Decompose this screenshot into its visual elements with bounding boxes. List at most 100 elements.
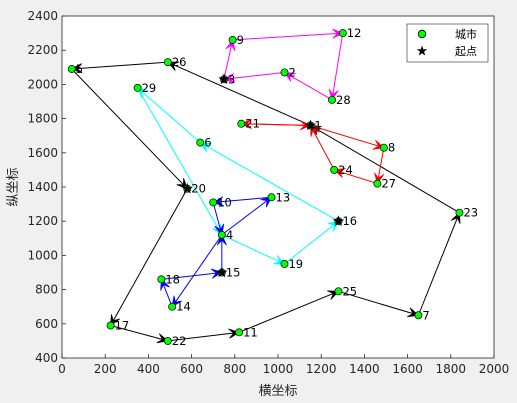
city-marker [338,29,347,38]
city-label: 20 [191,182,206,196]
city-marker [157,275,166,284]
route-segment [161,272,222,280]
route-segment [221,196,272,236]
city-label: 19 [288,257,303,271]
route-segment [338,290,419,316]
route-segment [284,220,339,265]
city-label: 29 [142,81,157,95]
start-marker [216,266,228,278]
route-segment [71,68,188,190]
route-segment [110,325,168,342]
route-segment [417,212,460,316]
x-tick-label: 1600 [392,362,423,376]
city-marker [67,65,76,73]
city-marker [328,95,336,104]
x-tick-label: 800 [223,362,246,376]
y-tick-label: 600 [35,317,58,331]
route-segment [137,87,223,236]
city-label: 1 [314,118,321,132]
city-label: 4 [226,228,233,242]
city-marker [379,143,388,152]
route-arrowhead [332,28,344,39]
route-arrowhead [228,328,240,339]
route-segment [167,331,240,342]
route-segment [309,125,335,171]
y-tick-label: 2000 [27,77,58,91]
city-marker [168,302,177,311]
city-label: 5 [76,62,83,76]
route-segment [137,87,201,143]
city-label: 6 [204,136,211,150]
x-tick-label: 0 [58,362,66,376]
route-segment [331,33,344,100]
city-marker [267,193,276,202]
start-marker [332,215,345,227]
start-marker [181,182,193,194]
x-tick-label: 200 [94,362,117,376]
city-marker [163,336,172,345]
route-segment [199,142,339,222]
route-segment [232,32,343,41]
route-segment [213,196,272,203]
city-label: 26 [172,55,187,69]
city-label: 17 [115,319,130,333]
route-segment [171,234,223,307]
x-tick-label: 1200 [306,362,337,376]
start-marker [218,73,230,85]
y-tick-label: 1400 [27,180,58,194]
city-label: 7 [422,308,429,322]
legend-city-marker [417,29,427,39]
route-segment [223,71,285,80]
route-arrowhead [299,120,311,131]
y-axis: 400 600 800 1000 1200 1400 1600 1800 2000 2200 240… [27,9,66,365]
city-label: 28 [336,93,351,107]
city-marker [106,321,115,330]
x-tick-label: 2000 [479,362,510,376]
y-tick-label: 2400 [27,9,58,23]
city-marker [237,119,246,128]
route-layer [71,28,461,344]
city-marker [196,138,205,147]
city-label: 22 [172,334,187,348]
route-arrowhead [216,234,227,246]
route-segment [376,147,385,184]
city-marker [217,230,226,239]
city-label: 15 [226,266,241,280]
y-tick-label: 2200 [27,43,58,57]
city-label: 14 [176,300,191,314]
city-label: 13 [276,190,291,204]
city-marker [209,198,218,207]
route-segment [241,123,311,126]
route-arrowhead [223,73,235,84]
route-segment [310,124,384,149]
city-marker [280,260,289,268]
city-marker [330,165,339,174]
x-tick-label: 600 [180,362,203,376]
city-marker [280,68,289,77]
x-tick-label: 1400 [349,362,380,376]
route-segment [167,61,311,126]
y-tick-label: 1200 [27,214,58,228]
city-label: 25 [342,284,357,298]
route-segment [223,39,234,80]
y-tick-label: 1000 [27,248,58,262]
route-arrowhead [212,196,224,207]
city-marker [163,58,172,67]
city-label: 18 [165,272,180,286]
city-marker [235,328,244,337]
route-segment [71,61,168,70]
city-label: 23 [463,206,478,220]
route-segment [310,125,460,214]
city-label: 12 [347,26,362,40]
city-marker [133,83,142,92]
city-label: 21 [245,117,260,131]
x-axis: 0 200 400 600 800 1000 1200 1400 1600 1800 2000 [58,354,509,376]
route-arrowhead [210,268,223,279]
y-tick-label: 1600 [27,146,58,160]
city-marker [455,208,464,217]
y-tick-label: 400 [35,351,58,365]
legend-start-label: 起点 [455,45,477,58]
city-label: 24 [338,163,353,177]
start-layer [181,73,345,278]
